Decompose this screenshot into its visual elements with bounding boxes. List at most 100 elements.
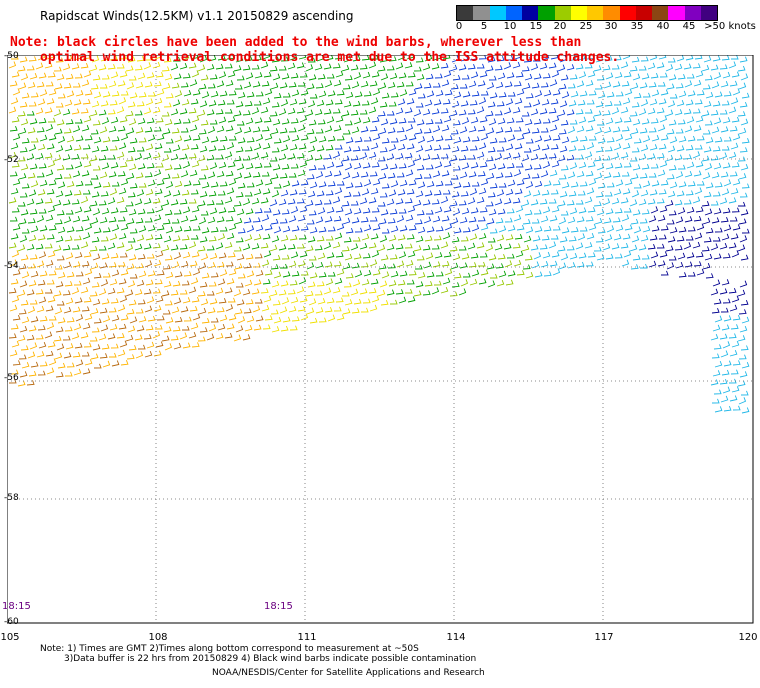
wind-barb [27, 172, 36, 179]
wind-barb [46, 55, 55, 60]
wind-barb [10, 97, 19, 105]
wind-barb [730, 142, 739, 150]
wind-barb [183, 225, 192, 232]
wind-barb [692, 241, 701, 249]
wind-barb [363, 269, 372, 277]
wind-barb [684, 170, 693, 178]
wind-barb [543, 180, 552, 187]
wind-barb [163, 57, 172, 63]
wind-barb [630, 218, 639, 225]
wind-barb [183, 89, 192, 97]
wind-barb [728, 288, 737, 294]
wind-barb [81, 170, 90, 177]
wind-barb [480, 223, 489, 231]
wind-barb [179, 244, 188, 250]
wind-barb [227, 207, 236, 213]
wind-barb [441, 215, 450, 222]
wind-barb [560, 210, 569, 216]
wind-barb [273, 226, 282, 234]
wind-barb [504, 126, 513, 133]
wind-barb [377, 111, 386, 117]
wind-barb [719, 64, 728, 70]
wind-barb [452, 253, 461, 261]
wind-barb [199, 100, 208, 108]
wind-barb [269, 111, 278, 117]
wind-barb [566, 245, 575, 251]
wind-barb [495, 81, 504, 89]
wind-barb [108, 307, 117, 313]
wind-barb [45, 305, 54, 312]
wind-barb [388, 56, 397, 62]
wind-barb [549, 260, 558, 267]
wind-barb [125, 201, 134, 207]
wind-barb [72, 125, 81, 133]
wind-barb [595, 237, 604, 243]
wind-barb [271, 280, 280, 288]
wind-barb [335, 206, 344, 213]
wind-barb [585, 261, 594, 267]
wind-barb [443, 70, 452, 78]
wind-barb [156, 88, 165, 96]
wind-barb [130, 273, 138, 279]
wind-barb [147, 315, 156, 322]
wind-barb [369, 304, 378, 312]
wind-barb [451, 55, 460, 63]
wind-barb [595, 146, 604, 153]
wind-barb [369, 80, 378, 87]
wind-barb [494, 65, 503, 71]
wind-barb [353, 208, 362, 215]
wind-barb [521, 66, 530, 72]
wind-barb [101, 207, 110, 215]
wind-barb [588, 135, 597, 141]
wind-barb [201, 227, 210, 234]
wind-barb [659, 72, 668, 78]
wind-barb [548, 108, 557, 114]
wind-barb [110, 71, 119, 79]
wind-barb [441, 124, 450, 132]
wind-barb [82, 277, 91, 285]
wind-barb [64, 99, 73, 107]
wind-barb [658, 98, 667, 105]
wind-barb [264, 88, 273, 96]
wind-barb [703, 237, 712, 243]
wind-barb [235, 56, 244, 63]
wind-barb [236, 208, 245, 216]
wind-barb [46, 188, 55, 195]
wind-barb [224, 151, 233, 159]
wind-barb [8, 106, 17, 114]
wind-barb [683, 154, 692, 160]
wind-barb [713, 117, 722, 125]
wind-barb [597, 182, 606, 189]
wind-barb [199, 191, 208, 198]
wind-barb [629, 199, 638, 207]
wind-barb [107, 288, 116, 295]
wind-barb [282, 225, 291, 233]
wind-barb [37, 370, 46, 376]
wind-barb [335, 161, 344, 168]
wind-barb [649, 55, 658, 61]
wind-barb [83, 70, 92, 78]
wind-barb [505, 143, 514, 151]
wind-barb [20, 254, 29, 261]
wind-barb [666, 219, 675, 225]
wind-barb [558, 174, 567, 180]
wind-barb [137, 254, 146, 260]
wind-barb [127, 237, 136, 243]
wind-barb [713, 389, 722, 395]
wind-barb [102, 182, 111, 188]
wind-barb [74, 297, 83, 304]
wind-barb [172, 144, 181, 152]
wind-barb [424, 145, 433, 152]
wind-barb [234, 84, 243, 90]
wind-barb [278, 108, 287, 116]
wind-barb [111, 224, 120, 232]
wind-barb [62, 108, 71, 116]
wind-barb [507, 270, 516, 277]
wind-barb [639, 173, 648, 179]
wind-barb [685, 145, 694, 151]
wind-barb [111, 181, 120, 187]
wind-barb [352, 279, 361, 287]
wind-barb [143, 198, 152, 205]
wind-barb [648, 260, 657, 268]
wind-barb [233, 65, 242, 72]
